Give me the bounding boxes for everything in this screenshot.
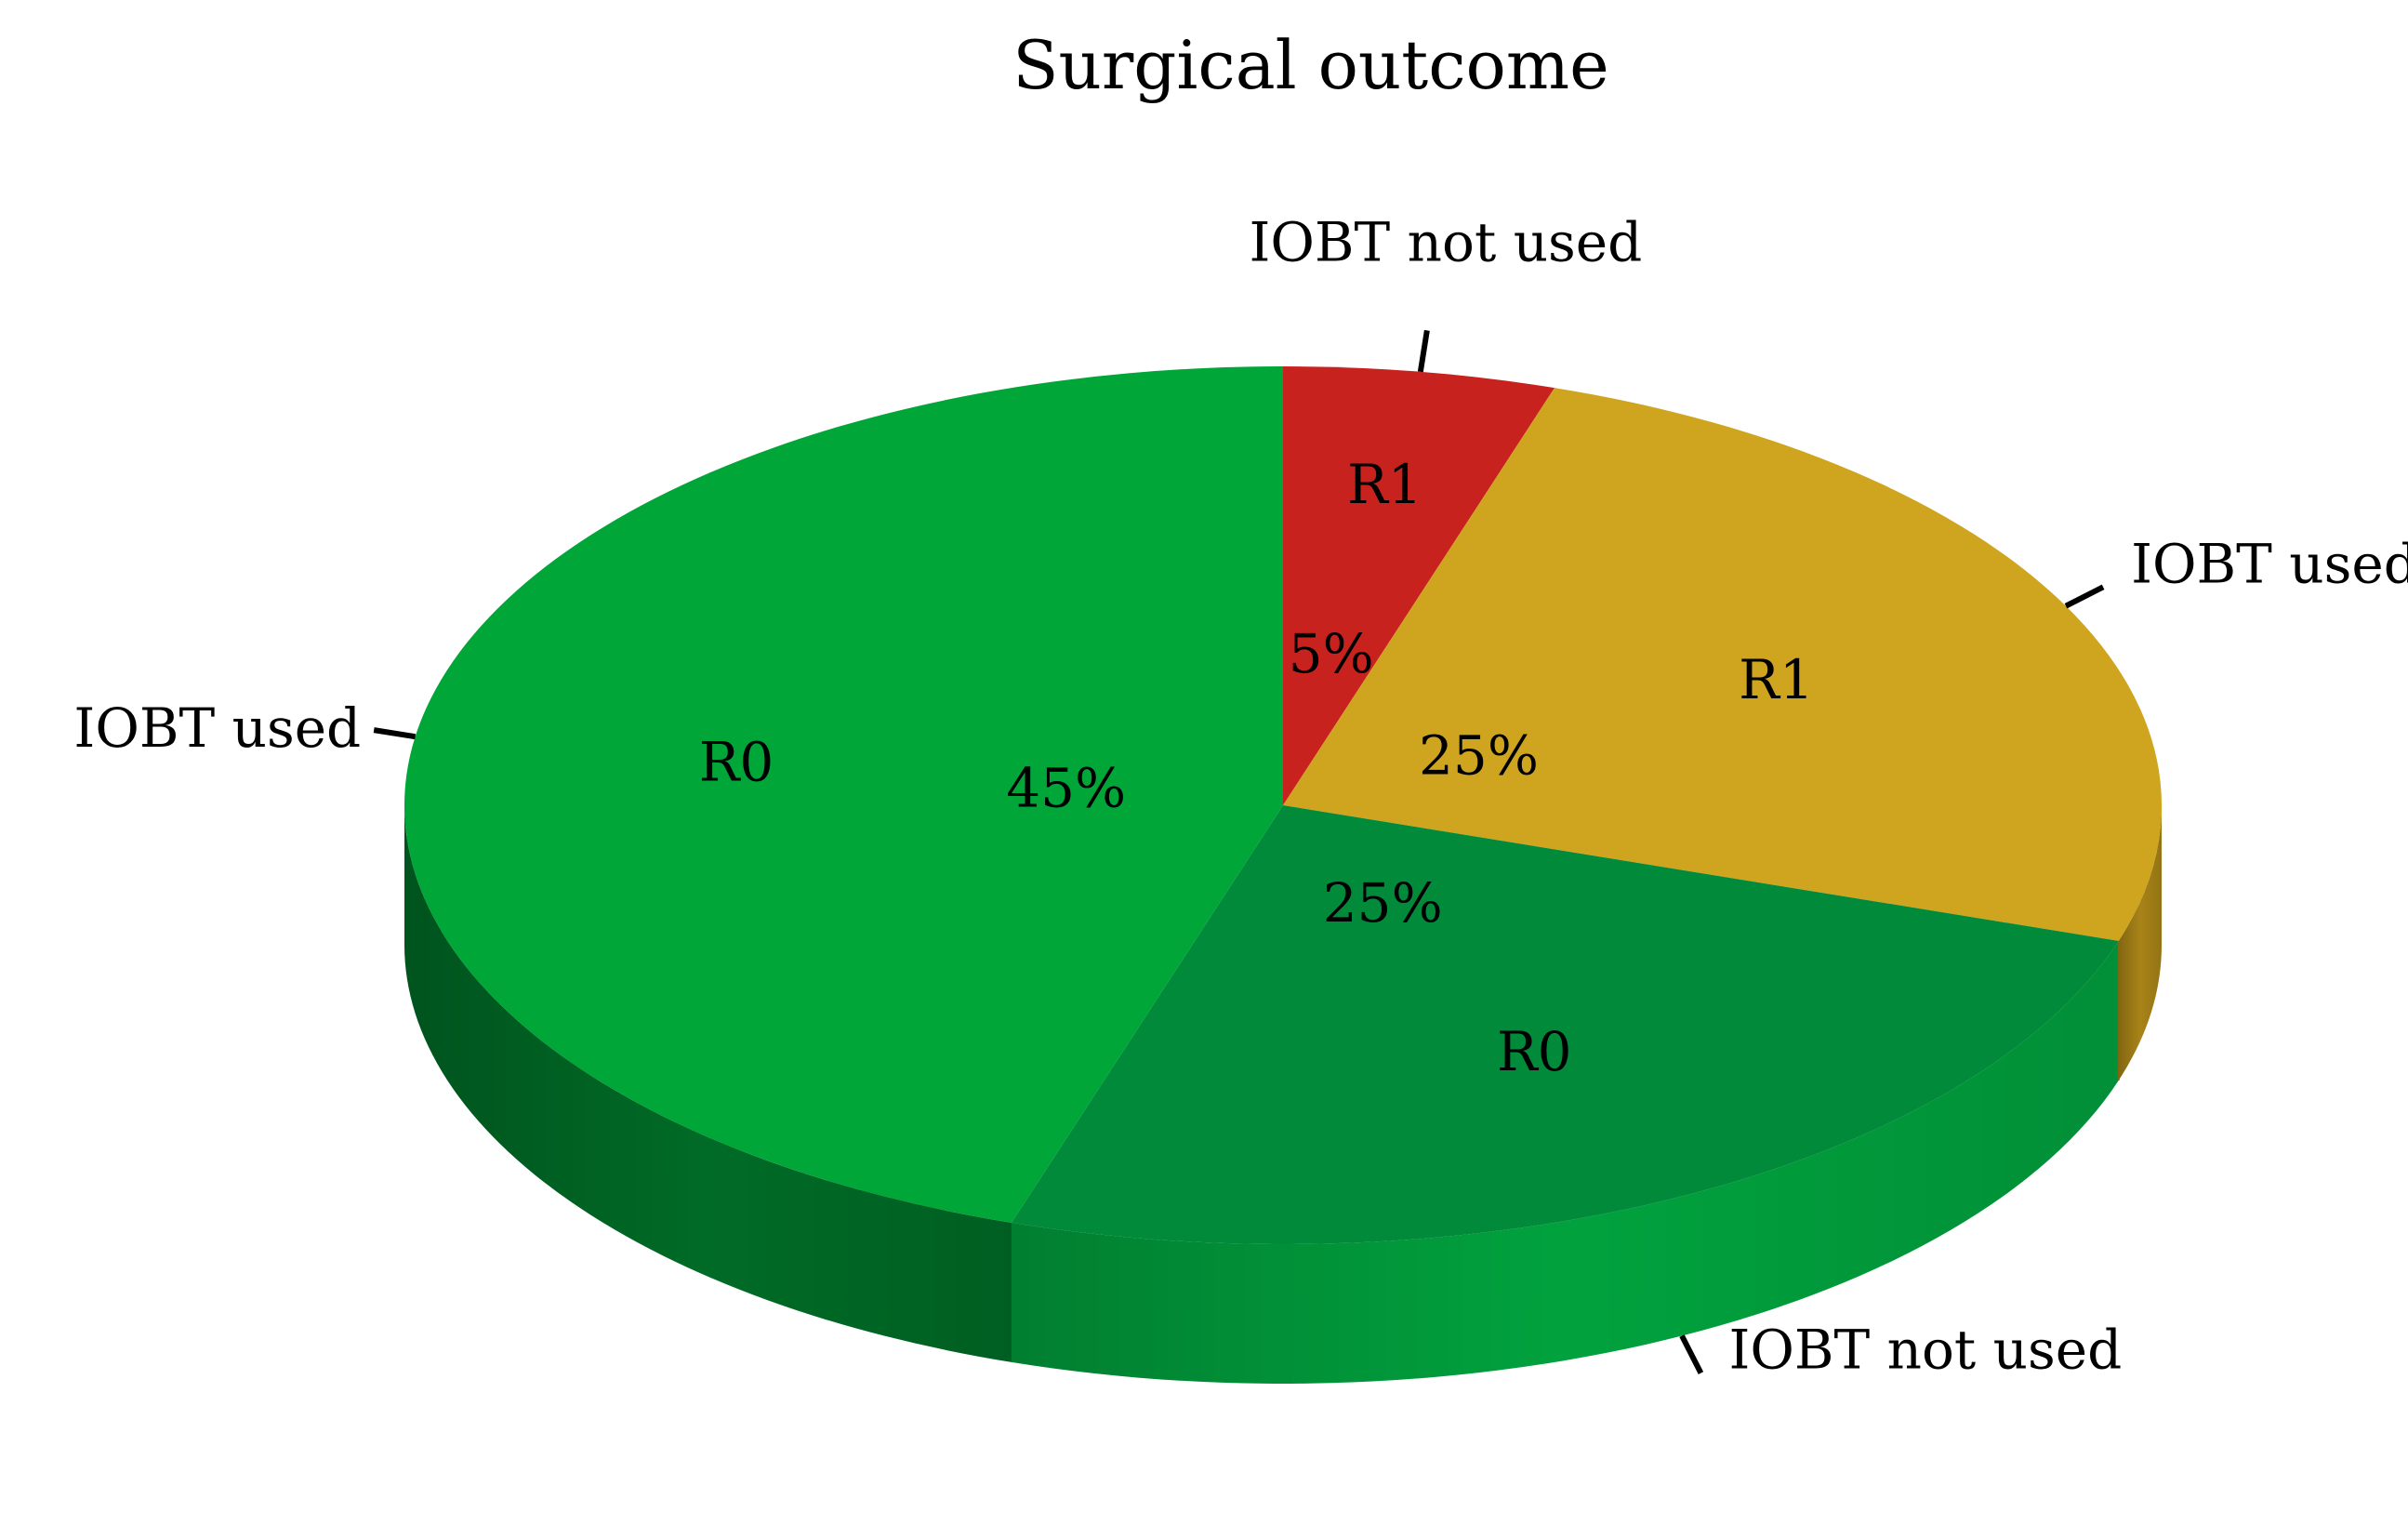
callout-label: IOBT not used xyxy=(1249,210,1642,273)
side-shade-r0-iobt-not-used xyxy=(1011,940,2119,1384)
leader-line-r1-iobt-used xyxy=(2064,584,2105,609)
pie-slice-r0-iobt-not-used xyxy=(1011,805,2119,1244)
callout-label: IOBT used xyxy=(2131,532,2408,595)
side-shade-r0-iobt-used xyxy=(404,805,1012,1362)
pie-slice-r0-iobt-used xyxy=(404,366,1283,1223)
chart-title: Surgical outcome xyxy=(1012,26,1609,104)
leader-line-r1-iobt-not-used xyxy=(1417,329,1430,373)
slice-percent-label: 45% xyxy=(1006,757,1126,820)
slice-percent-label: 25% xyxy=(1323,871,1443,935)
callout-label: IOBT used xyxy=(73,696,361,760)
slice-outcome-label: R0 xyxy=(699,730,774,793)
slice-percent-label: 5% xyxy=(1289,622,1374,685)
slice-outcome-label: R1 xyxy=(1347,453,1422,516)
slice-labels: R1 5% R1 25% R0 25% R0 45% IOBT not used IOBT use… xyxy=(73,210,2408,1381)
slice-outcome-label: R0 xyxy=(1497,1020,1572,1083)
slice-percent-label: 25% xyxy=(1419,723,1539,787)
pie-top-faces xyxy=(404,366,2162,1244)
leader-line-r0-iobt-used xyxy=(373,727,417,740)
pie-slice-r1-iobt-not-used xyxy=(1283,366,1555,805)
pie-side-walls xyxy=(404,805,2162,1384)
leader-line-r0-iobt-not-used xyxy=(1679,1334,1704,1375)
slice-outcome-label: R1 xyxy=(1739,648,1814,711)
callout-leaders xyxy=(373,329,2105,1375)
side-shade-r1-iobt-used xyxy=(2118,805,2162,1081)
pie-slice-r1-iobt-used xyxy=(1283,388,2162,941)
callout-label: IOBT not used xyxy=(1728,1319,2122,1382)
